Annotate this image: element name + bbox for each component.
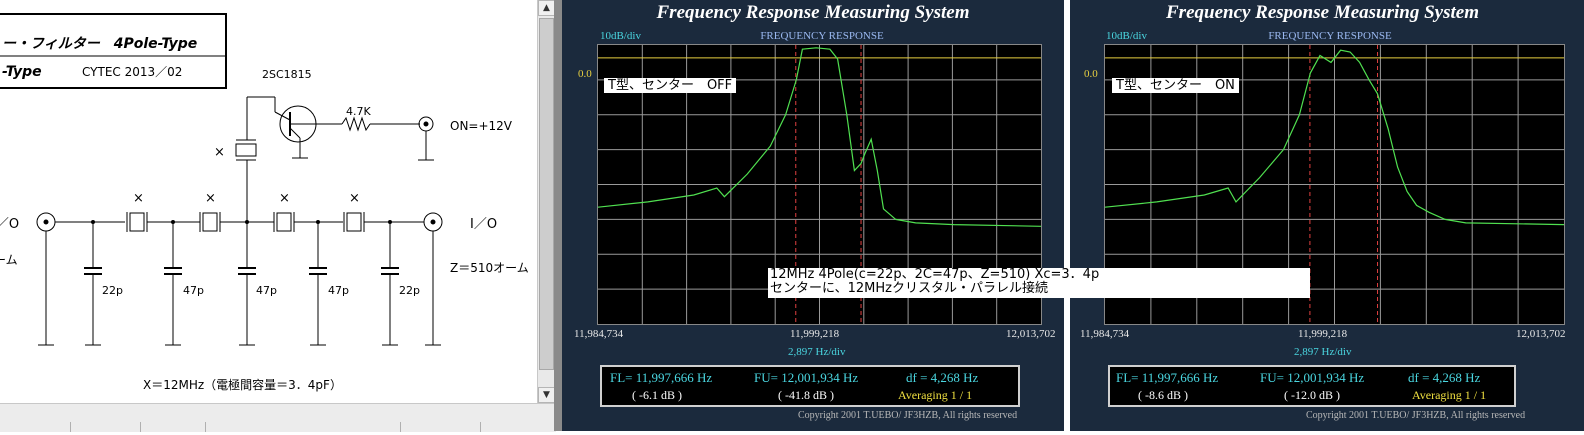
df-value: df = 4,268 Hz [906,370,979,385]
scroll-up-button[interactable]: ▲ [538,0,555,16]
condition-tag: T型、センター ON [1112,78,1239,93]
fu-db: ( -41.8 dB ) [778,388,834,402]
averaging: Averaging 1 / 1 [1412,388,1487,402]
panel-title: Frequency Response Measuring System [1166,2,1479,23]
fl-db: ( -8.6 dB ) [1138,388,1188,402]
schematic-view: ー・フィルター 4Pole-Type -Type CYTEC 2013／02 2… [0,0,537,431]
cap-label-4: 47p [328,284,349,297]
status-bar [0,403,556,432]
fl-value: FL= 11,997,666 Hz [1116,370,1219,385]
ohm-left-label: ーム [0,253,18,267]
scroll-thumb[interactable] [539,18,554,370]
fu-value: FU= 12,001,934 Hz [754,370,859,385]
io-right-label: I／O [470,217,497,232]
x-tick-right: 12,013,702 [1516,328,1566,340]
note-line1: 12MHz 4Pole(c=22p、2C=47p、Z=510) Xc=3．4p [770,267,1100,282]
cap-label-3: 47p [256,284,277,297]
response-trace [1104,49,1565,226]
chart-title: FREQUENCY RESPONSE [760,30,884,42]
title-brand: CYTEC 2013／02 [82,65,182,79]
measurement-box: FL= 11,997,666 Hz ( -8.6 dB ) FU= 12,001… [1108,365,1516,407]
hz-per-div-label: 2,897 Hz/div [1294,346,1352,358]
crystal-mark-3: × [279,191,290,206]
x-tick-center: 11,999,218 [790,328,840,340]
transistor-label: 2SC1815 [262,68,312,81]
cap-label-2: 47p [183,284,204,297]
cap-label-5: 22p [399,284,420,297]
panel-title: Frequency Response Measuring System [656,2,970,23]
vertical-scrollbar[interactable]: ▲ ▼ [537,0,555,403]
power-label: ON=+12V [450,119,513,133]
x-tick-left: 11,984,734 [574,328,624,340]
measurement-box: FL= 11,997,666 Hz ( -6.1 dB ) FU= 12,001… [600,365,1020,407]
io-left-label: I／O [0,217,19,232]
fu-db: ( -12.0 dB ) [1284,388,1340,402]
fra-panel-1: Frequency Response Measuring System 10dB… [562,0,1064,431]
fra-panel-2: Frequency Response Measuring System 10dB… [1070,0,1584,431]
crystal-mark-4: × [349,191,360,206]
scroll-down-button[interactable]: ▼ [538,387,555,403]
note-line2: センターに、12MHzクリスタル・パラレル接続 [770,281,1048,296]
crystal-mark-top: × [214,145,225,160]
zero-db-label: 0.0 [578,68,592,80]
crystal-mark-1: × [133,191,144,206]
chart-title: FREQUENCY RESPONSE [1268,30,1392,42]
zero-db-label: 0.0 [1084,68,1098,80]
fu-value: FU= 12,001,934 Hz [1260,370,1365,385]
copyright: Copyright 2001 T.UEBO/ JF3HZB, All right… [798,410,1018,421]
copyright: Copyright 2001 T.UEBO/ JF3HZB, All right… [1306,410,1526,421]
impedance-label: Z＝510オーム [450,261,529,275]
df-value: df = 4,268 Hz [1408,370,1481,385]
fl-value: FL= 11,997,666 Hz [610,370,713,385]
y-div-label: 10dB/div [1106,30,1147,42]
x-tick-right: 12,013,702 [1006,328,1056,340]
cap-label-1: 22p [102,284,123,297]
crystal-mark-2: × [205,191,216,206]
title-box [0,13,227,89]
title-line2: -Type [2,64,42,80]
response-trace [597,47,1042,227]
footnote: X＝12MHz（電極間容量＝3．4pF） [143,377,342,392]
x-tick-center: 11,999,218 [1298,328,1348,340]
title-line1: ー・フィルター 4Pole-Type [2,36,197,52]
y-div-label: 10dB/div [600,30,641,42]
schematic-drawing: ー・フィルター 4Pole-Type -Type CYTEC 2013／02 2… [0,13,529,392]
annotation-note: 12MHz 4Pole(c=22p、2C=47p、Z=510) Xc=3．4p … [768,268,1310,298]
condition-tag: T型、センター OFF [604,78,737,93]
averaging: Averaging 1 / 1 [898,388,973,402]
window-divider [554,0,562,431]
fl-db: ( -6.1 dB ) [632,388,682,402]
x-tick-left: 11,984,734 [1080,328,1130,340]
hz-per-div-label: 2,897 Hz/div [788,346,846,358]
resistor-label: 4.7K [346,105,371,118]
